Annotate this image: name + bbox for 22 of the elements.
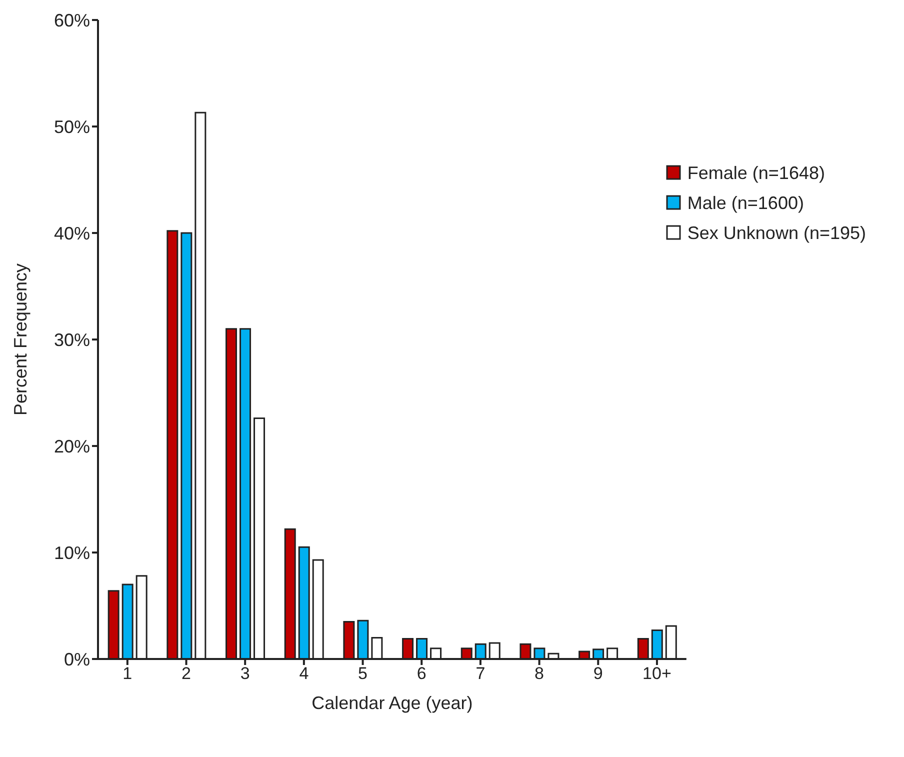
x-tick-label: 8: [534, 664, 544, 684]
y-tick-label: 30%: [54, 330, 90, 350]
legend-label: Sex Unknown (n=195): [687, 222, 866, 245]
x-tick-label: 4: [299, 664, 309, 684]
x-tick-label: 2: [182, 664, 191, 684]
y-tick-label: 20%: [54, 436, 90, 456]
x-tick-label: 3: [240, 664, 250, 684]
legend-label: Female (n=1648): [687, 162, 825, 185]
x-tick-label: 7: [476, 664, 486, 684]
x-tick-label: 1: [122, 664, 132, 684]
y-axis-title: Percent Frequency: [10, 263, 30, 416]
x-tick-label: 5: [358, 664, 368, 684]
x-axis-title: Calendar Age (year): [312, 693, 473, 713]
y-tick-label: 0%: [64, 649, 90, 670]
y-tick-label: 10%: [54, 542, 90, 563]
y-tick-label: 50%: [54, 116, 90, 137]
y-tick-label: 60%: [54, 10, 90, 30]
x-tick-label: 9: [593, 664, 603, 684]
y-tick-label: 40%: [54, 223, 90, 244]
x-tick-label: 6: [416, 664, 426, 684]
x-tick-label: 10+: [642, 664, 672, 684]
legend-label: Male (n=1600): [687, 192, 804, 215]
